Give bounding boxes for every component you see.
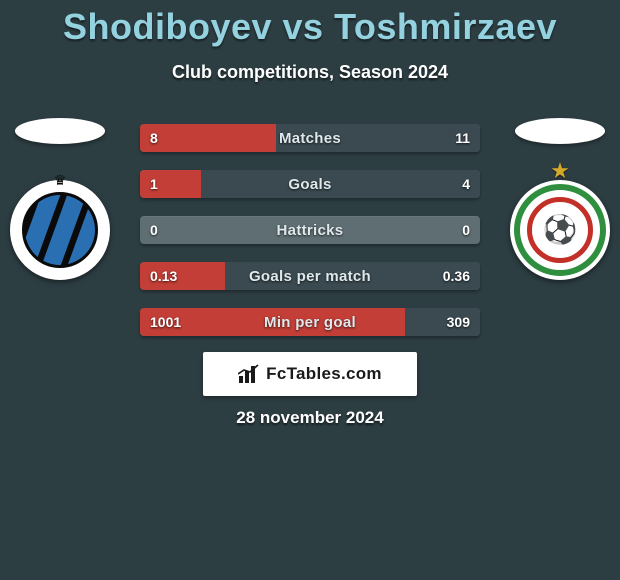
stat-value-left: 0 (150, 216, 158, 244)
brand-logo-box: FcTables.com (203, 352, 417, 396)
stat-label: Goals per match (140, 262, 480, 290)
country-pill-right (515, 118, 605, 144)
page-title: Shodiboyev vs Toshmirzaev (0, 0, 620, 48)
crown-icon: ♛ (54, 172, 67, 189)
title-left: Shodiboyev (63, 6, 272, 47)
club-badge-right: ★ ⚽ (510, 180, 610, 280)
stat-label: Goals (140, 170, 480, 198)
title-vs: vs (283, 6, 324, 47)
stat-label: Hattricks (140, 216, 480, 244)
stat-value-left: 1001 (150, 308, 181, 336)
player-left-column: ♛ (0, 118, 120, 280)
star-icon: ★ (550, 158, 570, 184)
stat-value-right: 4 (462, 170, 470, 198)
stat-label: Min per goal (140, 308, 480, 336)
stat-value-left: 8 (150, 124, 158, 152)
brand-text: FcTables.com (266, 364, 382, 384)
stat-value-right: 309 (447, 308, 470, 336)
stat-value-right: 0.36 (443, 262, 470, 290)
stat-value-right: 11 (455, 124, 470, 152)
stat-row: Goals per match0.13 0.36 (140, 262, 480, 290)
stat-value-left: 0.13 (150, 262, 177, 290)
stat-row: Hattricks0 0 (140, 216, 480, 244)
stat-label: Matches (140, 124, 480, 152)
stat-row: Matches8 11 (140, 124, 480, 152)
title-right: Toshmirzaev (334, 6, 557, 47)
club-badge-left: ♛ (10, 180, 110, 280)
stat-value-right: 0 (462, 216, 470, 244)
soccer-ball-icon: ⚽ (543, 216, 578, 244)
stat-row: Min per goal1001 309 (140, 308, 480, 336)
stat-row: Goals1 4 (140, 170, 480, 198)
country-pill-left (15, 118, 105, 144)
player-right-column: ★ ⚽ (500, 118, 620, 280)
stat-value-left: 1 (150, 170, 158, 198)
subtitle: Club competitions, Season 2024 (0, 62, 620, 83)
stats-table: Matches8 11 Goals1 4 Hattricks0 0 Goals per ma… (140, 124, 480, 354)
date-text: 28 november 2024 (0, 408, 620, 428)
bar-chart-icon (238, 364, 260, 384)
